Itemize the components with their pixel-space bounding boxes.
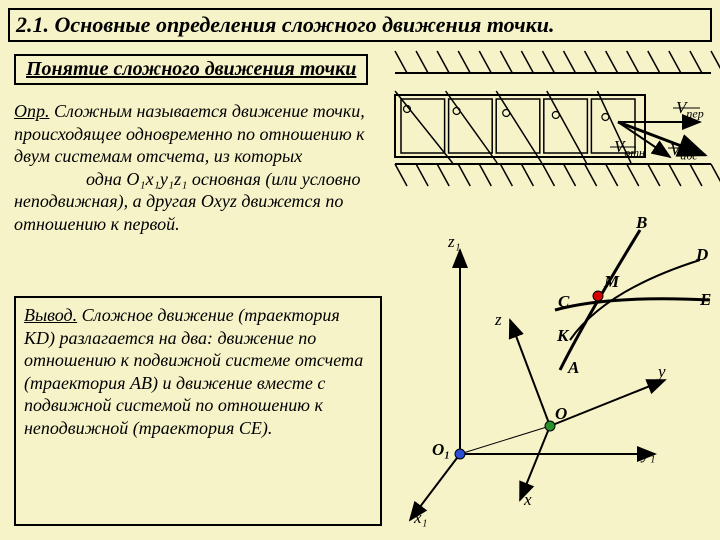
label-y: y — [658, 362, 666, 382]
label-z1: z₁ — [448, 232, 461, 252]
label-y1: y₁ — [642, 444, 655, 464]
label-B: B — [636, 213, 647, 233]
label-z: z — [495, 310, 502, 330]
label-x: x — [524, 490, 532, 510]
label-M: M — [604, 272, 619, 292]
label-D: D — [696, 245, 708, 265]
label-A: A — [568, 358, 579, 378]
label-x1: x₁ — [414, 508, 427, 528]
main-diagram — [0, 0, 720, 540]
label-O: O — [555, 404, 567, 424]
label-E: E — [700, 290, 711, 310]
label-C: C — [558, 292, 569, 312]
label-K: К — [557, 326, 569, 346]
label-O1: O₁ — [432, 440, 450, 460]
